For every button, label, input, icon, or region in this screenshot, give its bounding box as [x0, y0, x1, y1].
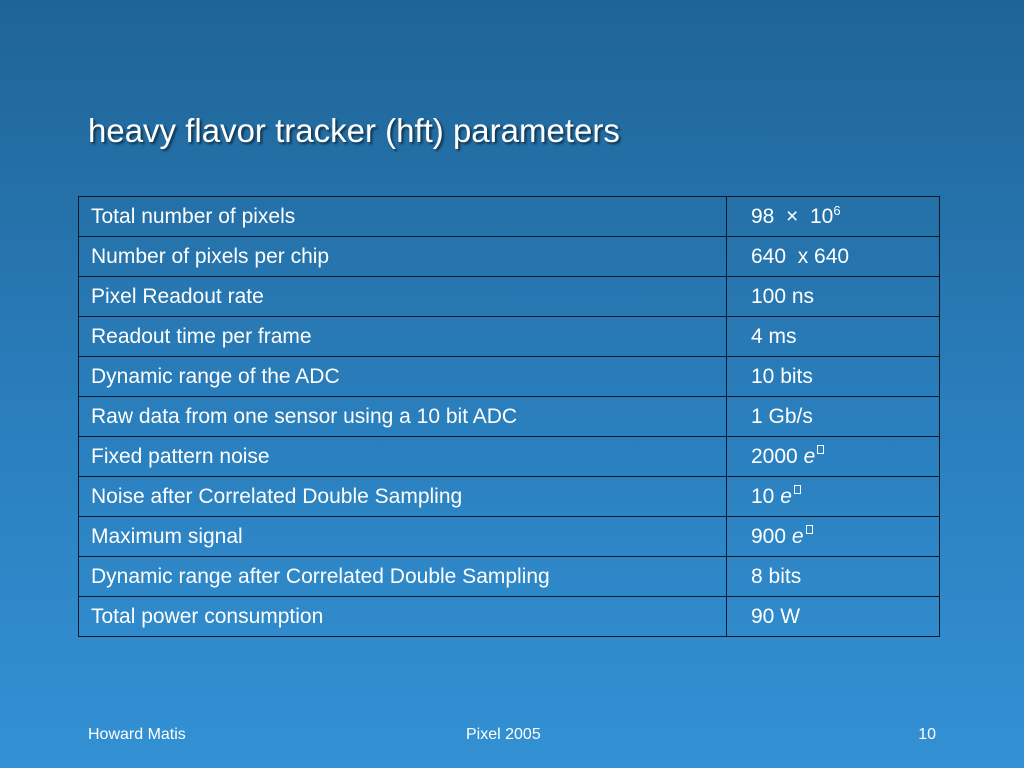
missing-glyph-icon	[817, 444, 825, 454]
parameter-value: 90 W	[726, 596, 940, 637]
parameter-name: Maximum signal	[78, 516, 727, 557]
parameter-name: Pixel Readout rate	[78, 276, 727, 317]
value-number: 98	[751, 204, 775, 228]
missing-glyph-icon	[793, 484, 801, 494]
table-row: Dynamic range after Correlated Double Sa…	[78, 556, 940, 597]
table-row: Dynamic range of the ADC 10 bits	[78, 356, 940, 397]
value-text: 640 x 640	[751, 244, 850, 268]
table-row: Maximum signal 900 e	[78, 516, 940, 557]
parameter-name: Dynamic range of the ADC	[78, 356, 727, 397]
table-row: Noise after Correlated Double Sampling 1…	[78, 476, 940, 517]
parameter-value: 640 x 640	[726, 236, 940, 277]
footer-event: Pixel 2005	[466, 726, 541, 743]
footer-page-number: 10	[918, 726, 936, 743]
parameters-table: Total number of pixels 98 × 106 Number o…	[78, 196, 940, 637]
missing-glyph-icon	[805, 524, 813, 534]
footer-author: Howard Matis	[88, 726, 186, 743]
parameter-value: 1 Gb/s	[726, 396, 940, 437]
table-row: Pixel Readout rate 100 ns	[78, 276, 940, 317]
value-number: 900	[751, 524, 787, 548]
parameter-name: Total number of pixels	[78, 196, 727, 237]
parameter-name: Noise after Correlated Double Sampling	[78, 476, 727, 517]
parameter-name: Number of pixels per chip	[78, 236, 727, 277]
slide-title: heavy flavor tracker (hft) parameters	[88, 112, 620, 149]
electron-unit: e	[780, 484, 792, 508]
value-base: 10	[809, 204, 834, 228]
parameter-name: Dynamic range after Correlated Double Sa…	[78, 556, 727, 597]
value-number: 10	[751, 484, 775, 508]
value-exponent: 6	[833, 202, 841, 218]
parameter-name: Fixed pattern noise	[78, 436, 727, 477]
parameter-value: 8 bits	[726, 556, 940, 597]
parameter-value: 10 e	[726, 476, 940, 517]
times-symbol: ×	[786, 204, 799, 228]
electron-unit: e	[791, 524, 804, 548]
parameter-name: Raw data from one sensor using a 10 bit …	[78, 396, 727, 437]
parameter-value: 4 ms	[726, 316, 940, 357]
parameter-value: 2000 e	[726, 436, 940, 477]
parameter-name: Readout time per frame	[78, 316, 727, 357]
table-row: Total power consumption 90 W	[78, 596, 940, 637]
table-row: Readout time per frame 4 ms	[78, 316, 940, 357]
electron-unit: e	[803, 444, 816, 468]
parameter-value: 100 ns	[726, 276, 940, 317]
parameter-value: 900 e	[726, 516, 940, 557]
table-row: Total number of pixels 98 × 106	[78, 196, 940, 237]
table-row: Fixed pattern noise 2000 e	[78, 436, 940, 477]
parameter-value: 98 × 106	[726, 196, 940, 237]
parameter-name: Total power consumption	[78, 596, 727, 637]
table-row: Raw data from one sensor using a 10 bit …	[78, 396, 940, 437]
table-row: Number of pixels per chip 640 x 640	[78, 236, 940, 277]
value-number: 2000	[751, 444, 798, 468]
parameter-value: 10 bits	[726, 356, 940, 397]
